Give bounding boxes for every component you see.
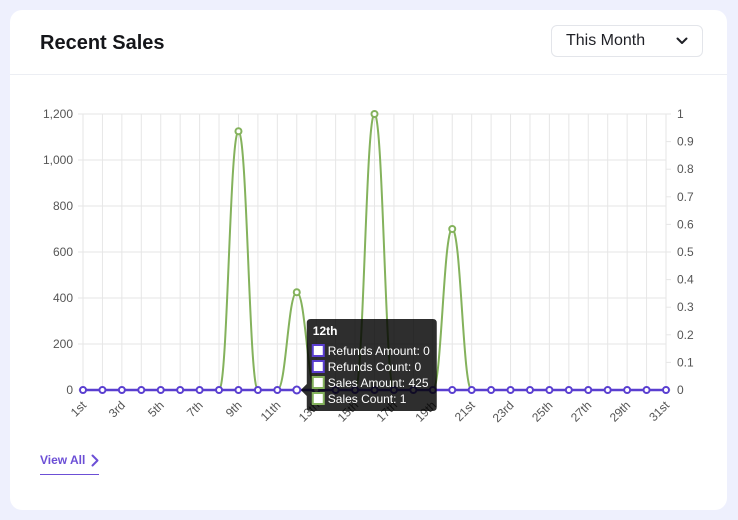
tooltip-swatch xyxy=(311,392,325,405)
y-right-tick-label: 0.2 xyxy=(677,328,694,342)
data-point-refunds xyxy=(525,386,534,394)
tooltip-swatch xyxy=(311,344,325,357)
data-point-refunds xyxy=(98,386,107,394)
card-header: Recent Sales This Month xyxy=(10,10,727,75)
sales-chart: 0 200 400 600 800 1,000 1,200 0 0.1 0.2 0.3 0.4 0.5 0… xyxy=(10,75,727,455)
data-point-refunds xyxy=(487,386,496,394)
card-title: Recent Sales xyxy=(40,32,165,54)
data-point-refunds xyxy=(662,386,670,394)
y-right-tick-label: 0.3 xyxy=(677,300,694,314)
y-left-tick-label: 1,200 xyxy=(43,107,73,121)
y-right-tick-label: 1 xyxy=(677,107,684,121)
data-point-refunds xyxy=(176,386,185,394)
y-left-tick-label: 400 xyxy=(53,291,73,305)
tooltip-row: Sales Count: 1 xyxy=(328,392,407,406)
data-point-sales xyxy=(234,127,243,136)
tooltip-row: Refunds Count: 0 xyxy=(328,360,422,374)
tooltip-swatch xyxy=(311,376,325,389)
data-point-refunds xyxy=(195,386,204,394)
y-right-tick-label: 0.7 xyxy=(677,190,694,204)
y-right-tick-label: 0.5 xyxy=(677,245,694,259)
data-point-refunds xyxy=(273,386,282,394)
chevron-right-icon xyxy=(91,454,99,466)
y-left-tick-label: 800 xyxy=(53,199,73,213)
data-point-refunds xyxy=(506,386,515,394)
y-left-tick-label: 200 xyxy=(53,337,73,351)
data-point-refunds xyxy=(79,386,87,394)
x-tick-label: 29th xyxy=(607,398,633,424)
x-tick-label: 9th xyxy=(223,398,245,420)
y-left-tick-label: 1,000 xyxy=(43,153,73,167)
y-left-tick-label: 600 xyxy=(53,245,73,259)
x-tick-label: 5th xyxy=(145,398,167,420)
y-right-tick-label: 0.1 xyxy=(677,355,694,369)
data-point-sales xyxy=(370,110,379,118)
chevron-down-icon xyxy=(676,37,688,44)
data-point-refunds xyxy=(642,386,651,394)
view-all-link[interactable]: View All xyxy=(40,453,100,475)
chart-tooltip: 12th Refunds Amount: 0 Refunds Count: 0 Sal… xyxy=(292,319,437,411)
data-point-hovered xyxy=(292,385,302,395)
x-tick-label: 3rd xyxy=(106,398,128,420)
data-point-refunds xyxy=(215,386,224,394)
y-right-tick-label: 0 xyxy=(677,383,684,397)
tooltip-row: Sales Amount: 425 xyxy=(328,376,429,390)
data-point-refunds xyxy=(467,386,476,394)
data-point-sales xyxy=(292,288,301,297)
x-tick-label: 31st xyxy=(646,398,672,424)
y-left-tick-label: 0 xyxy=(66,383,73,397)
x-tick-label: 21st xyxy=(452,398,478,424)
data-point-refunds xyxy=(584,386,593,394)
tooltip-title: 12th xyxy=(313,324,338,338)
recent-sales-card: Recent Sales This Month 0 200 400 600 800 1,0… xyxy=(10,10,727,510)
y-right-tick-label: 0.8 xyxy=(677,162,694,176)
data-point-refunds xyxy=(603,386,612,394)
y-right-tick-label: 0.4 xyxy=(677,273,694,287)
x-tick-label: 23rd xyxy=(490,398,517,425)
data-point-sales xyxy=(448,225,457,233)
x-tick-label: 27th xyxy=(568,398,594,424)
tooltip-row: Refunds Amount: 0 xyxy=(328,344,430,358)
sales-chart-svg: 0 200 400 600 800 1,000 1,200 0 0.1 0.2 0.3 0.4 0.5 0… xyxy=(43,107,694,425)
data-point-refunds xyxy=(564,386,573,394)
data-point-refunds xyxy=(253,386,262,394)
x-tick-label: 25th xyxy=(529,398,555,424)
tooltip-box xyxy=(300,319,437,411)
data-point-refunds xyxy=(156,386,165,394)
x-tick-label: 11th xyxy=(258,398,284,424)
period-select-value: This Month xyxy=(566,32,646,49)
y-right-tick-label: 0.9 xyxy=(677,135,694,149)
data-point-refunds xyxy=(545,386,554,394)
y-right-tick-label: 0.6 xyxy=(677,217,694,231)
view-all-label: View All xyxy=(40,453,86,467)
x-tick-label: 1st xyxy=(68,398,90,420)
data-point-refunds xyxy=(137,386,146,394)
data-point-refunds xyxy=(448,386,457,394)
data-point-refunds xyxy=(117,386,126,394)
data-point-refunds xyxy=(623,386,632,394)
tooltip-swatch xyxy=(311,360,325,373)
data-point-refunds xyxy=(234,386,243,394)
x-tick-label: 7th xyxy=(184,398,206,420)
period-select[interactable]: This Month xyxy=(551,25,703,57)
